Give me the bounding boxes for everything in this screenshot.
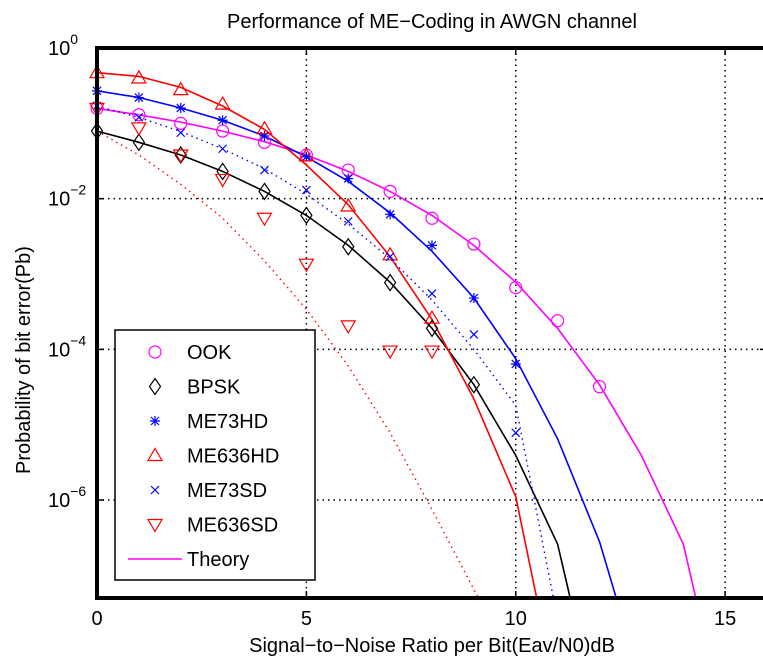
bpsk-point (425, 319, 439, 338)
me636sd-point (423, 345, 441, 360)
plot-frame (95, 46, 763, 600)
bpsk-point (342, 237, 355, 256)
legend-label-me636hd: ME636HD (187, 446, 279, 468)
legend-box (114, 329, 316, 581)
me73hd-point (468, 293, 479, 304)
x-tick-label: 0 (91, 608, 102, 630)
ook-point (551, 314, 565, 328)
me73hd-point (133, 92, 144, 103)
me73sd-point (427, 289, 437, 299)
me636sd-point (340, 320, 357, 335)
ook-point (383, 184, 397, 198)
y-tick-label: 100 (48, 31, 78, 60)
me73sd-point (260, 165, 269, 175)
bpsk-point (216, 162, 229, 181)
me73sd-point (218, 144, 228, 154)
legend-marker-me73sd (150, 485, 160, 495)
y-axis-label: Probability of bit error(Pb) (13, 246, 35, 474)
series-me73hd (92, 85, 521, 369)
me73hd-point (259, 130, 270, 141)
me73hd-point (427, 240, 437, 251)
ook-point (425, 211, 439, 225)
me73sd-point (385, 252, 395, 262)
bpsk-point (383, 273, 397, 292)
ook-point (509, 281, 523, 295)
legend: OOK BPSK ME73HD ME636HD ME73SD ME636SD Theory (114, 329, 316, 581)
legend-marker-me636sd (146, 518, 164, 533)
me636sd-point (214, 173, 231, 188)
me636sd-point (382, 345, 399, 360)
bpsk-point (258, 182, 271, 201)
me636hd-point (172, 81, 189, 96)
me636sd-point (256, 212, 273, 227)
y-tick-label: 10−2 (48, 182, 86, 211)
me73sd-point (176, 128, 186, 138)
me73hd-point (175, 102, 186, 113)
me73sd-point (134, 112, 144, 122)
chart-title: Performance of ME−Coding in AWGN channel (227, 11, 637, 33)
y-tick-label: 10−6 (48, 483, 86, 512)
legend-label-bpsk: BPSK (187, 377, 241, 399)
data-markers (88, 64, 607, 438)
theory-curves (97, 71, 697, 598)
me73sd-point (343, 216, 353, 226)
me636sd-point (298, 258, 315, 273)
legend-marker-ook (148, 345, 162, 359)
me73sd-point (301, 185, 311, 195)
ook-point (592, 380, 607, 394)
bpsk-point (132, 133, 146, 152)
legend-label-me73sd: ME73SD (187, 480, 267, 502)
legend-label-theory: Theory (187, 549, 249, 571)
me73sd-point (469, 329, 479, 339)
theory-curve-2 (97, 130, 571, 598)
me636sd-point (130, 122, 147, 137)
ook-point (132, 108, 146, 122)
me636hd-point (214, 95, 231, 110)
legend-marker-bpsk (148, 377, 162, 396)
me636hd-point (256, 120, 273, 135)
x-tick-label: 5 (301, 608, 312, 630)
series-me636sd (88, 102, 441, 360)
ook-point (174, 116, 188, 130)
ook-point (467, 237, 481, 251)
bpsk-point (467, 375, 481, 394)
legend-marker-me73hd (150, 416, 160, 426)
bpsk-point (300, 206, 313, 225)
me73hd-point (385, 209, 396, 220)
y-axis-ticks: 100 10−2 10−4 10−6 (48, 31, 763, 512)
legend-marker-me636hd (146, 447, 164, 462)
me73hd-point (301, 151, 312, 162)
me636hd-point (298, 147, 315, 162)
me73hd-point (217, 115, 228, 126)
x-tick-label: 15 (714, 608, 736, 630)
theory-curve-3 (97, 90, 618, 598)
me636hd-point (130, 69, 147, 84)
theory-curve-1 (97, 107, 697, 598)
x-axis-ticks: 0 5 10 15 (91, 48, 736, 630)
me73hd-point (510, 358, 521, 369)
grid-lines (97, 48, 763, 598)
me73hd-point (343, 173, 354, 184)
legend-label-me73hd: ME73HD (187, 411, 268, 433)
me636sd-point (172, 149, 189, 164)
x-tick-label: 10 (505, 608, 527, 630)
x-axis-label: Signal−to−Noise Ratio per Bit(Eav/N0)dB (249, 635, 615, 657)
me636hd-point (340, 197, 357, 212)
theory-curve-5 (97, 105, 555, 598)
y-tick-label: 10−4 (48, 332, 86, 361)
theory-curve-4 (97, 71, 538, 598)
legend-label-ook: OOK (187, 342, 232, 364)
me73sd-point (511, 428, 521, 438)
me636hd-point (423, 309, 441, 324)
legend-label-me636sd: ME636SD (187, 515, 278, 537)
